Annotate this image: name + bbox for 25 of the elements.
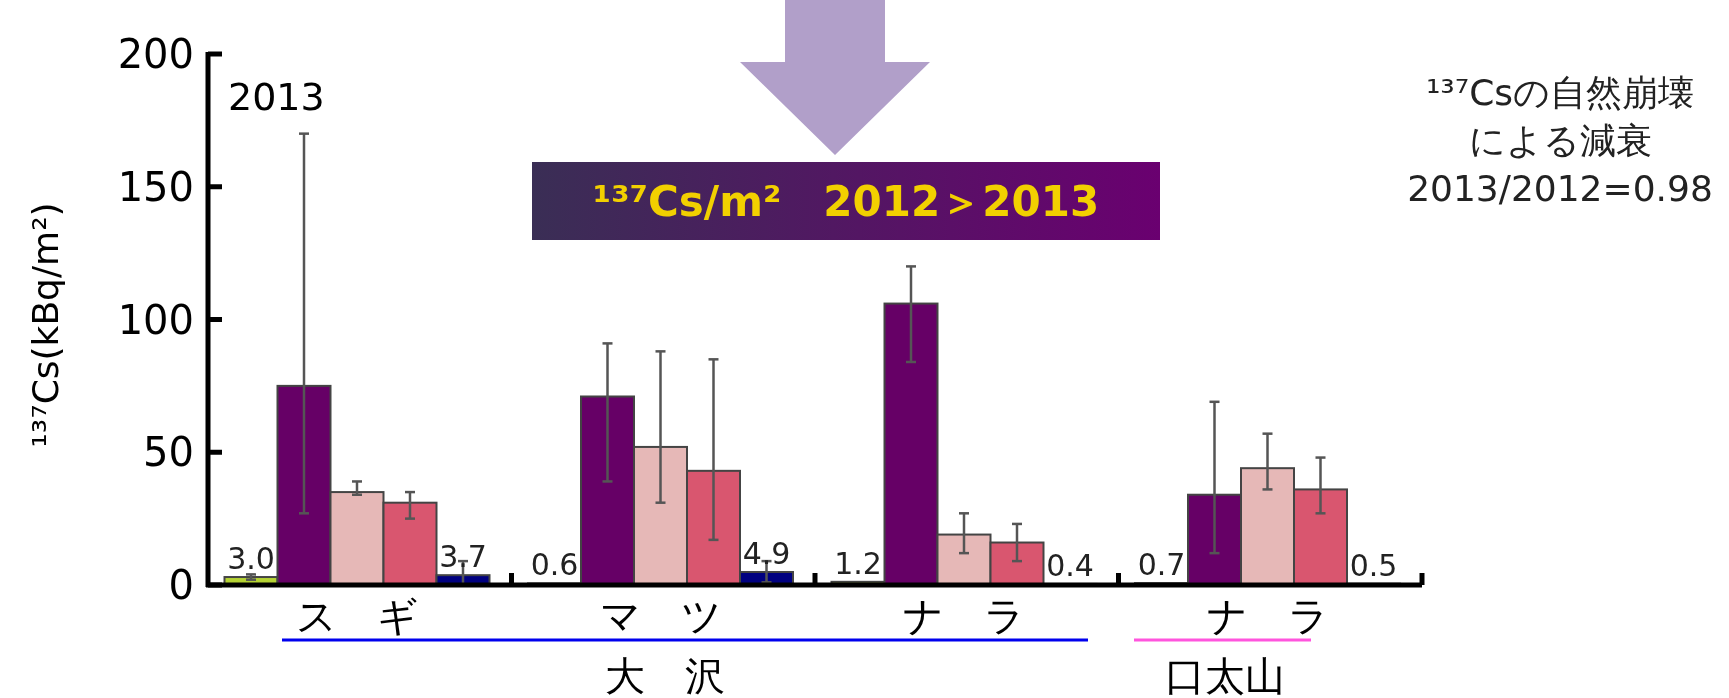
- data-label: 4.9: [742, 535, 791, 571]
- text: 大 沢: [605, 653, 725, 698]
- annotation: 2013: [228, 75, 325, 119]
- y-axis-title: ¹³⁷Cs(kBq/m²): [25, 202, 66, 448]
- data-label: 0.6: [530, 547, 579, 583]
- y-tick-label: 0: [168, 562, 194, 608]
- data-label: 0.5: [1349, 547, 1398, 583]
- data-label: 1.2: [834, 545, 882, 581]
- text: による減衰: [1468, 120, 1652, 161]
- x-tick-label: スギ: [296, 593, 458, 639]
- x-tick-label: マツ: [599, 593, 762, 639]
- x-tick-label: ナラ: [1206, 593, 1369, 639]
- y-tick-label: 150: [117, 163, 194, 210]
- y-tick-label: 100: [117, 296, 194, 343]
- text: 口太山: [1165, 653, 1285, 698]
- annotation: ¹³⁷Cs/m² 2012＞2013: [592, 177, 1100, 226]
- y-tick-label: 200: [117, 31, 194, 77]
- annotation: 2013/2012=0.98: [1407, 168, 1713, 209]
- x-tick-label: ナラ: [903, 593, 1065, 639]
- data-label: 0.4: [1046, 547, 1094, 583]
- text: ¹³⁷Csの自然崩壊: [1425, 72, 1695, 113]
- y-tick-label: 50: [143, 429, 194, 476]
- data-label: 3.0: [227, 541, 275, 577]
- data-label: 3.7: [439, 539, 487, 575]
- data-label: 0.7: [1137, 547, 1186, 583]
